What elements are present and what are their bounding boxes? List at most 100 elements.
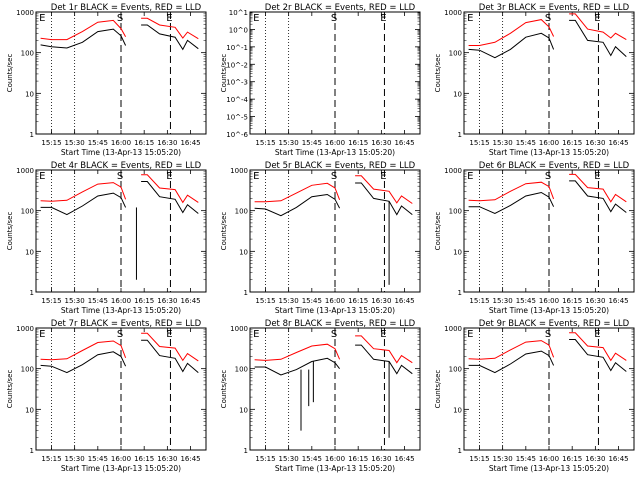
y-tick-label: 10^-5	[226, 114, 248, 122]
x-tick-label: 16:00	[539, 297, 559, 305]
y-tick-label: 1000	[444, 167, 462, 175]
panel-title: Det 2r BLACK = Events, RED = LLD	[265, 3, 416, 13]
marker-s-label: S	[331, 13, 337, 24]
marker-e-label: E	[166, 171, 172, 182]
y-tick-label: 100	[21, 208, 34, 216]
y-tick-label: 1	[458, 289, 462, 297]
y-tick-label: 10	[25, 90, 34, 98]
y-axis-label: Counts/sec	[6, 54, 14, 93]
marker-s-label: S	[117, 171, 123, 182]
x-tick-label: 15:45	[516, 139, 536, 147]
series-events-line	[254, 344, 413, 376]
marker-s-label: S	[117, 329, 123, 340]
marker-e-label: E	[253, 329, 259, 340]
marker-e-label: E	[467, 329, 473, 340]
y-tick-label: 10	[239, 248, 248, 256]
detector-panel-3: Det 3r BLACK = Events, RED = LLD 1 10 100 10…	[434, 3, 635, 157]
x-axis-label: Start Time (13-Apr-13 15:05:20)	[489, 148, 609, 157]
y-axis-label: Counts/sec	[434, 370, 442, 409]
y-tick-label: 1000	[230, 325, 248, 333]
x-tick-label: 15:45	[516, 455, 536, 463]
x-tick-label: 16:45	[180, 297, 200, 305]
detector-panel-8: Det 8r BLACK = Events, RED = LLD 1 10 100 10…	[220, 319, 421, 473]
y-tick-label: 10^-1	[226, 44, 248, 52]
x-tick-label: 16:45	[608, 139, 628, 147]
x-tick-label: 16:30	[157, 139, 177, 147]
x-tick-label: 15:30	[493, 139, 513, 147]
x-axis-label: Start Time (13-Apr-13 15:05:20)	[61, 306, 181, 315]
x-tick-label: 16:30	[585, 139, 605, 147]
x-tick-label: 16:15	[134, 297, 154, 305]
marker-e-label: E	[380, 13, 386, 24]
y-tick-label: 10^-6	[226, 131, 248, 139]
panel-title: Det 3r BLACK = Events, RED = LLD	[479, 3, 630, 13]
y-tick-label: 1000	[444, 9, 462, 17]
y-tick-label: 10^-3	[226, 79, 248, 87]
panel-title: Det 7r BLACK = Events, RED = LLD	[51, 319, 202, 329]
marker-e-label: E	[594, 329, 600, 340]
x-tick-label: 16:15	[134, 139, 154, 147]
detector-panel-5: Det 5r BLACK = Events, RED = LLD 1 10 100 10…	[220, 161, 421, 315]
x-tick-label: 16:00	[325, 455, 345, 463]
x-tick-label: 15:30	[493, 297, 513, 305]
x-tick-label: 16:30	[371, 455, 391, 463]
x-tick-label: 16:00	[539, 139, 559, 147]
y-tick-label: 100	[235, 366, 248, 374]
series-events-line	[40, 24, 199, 51]
x-tick-label: 16:15	[562, 139, 582, 147]
x-tick-label: 16:45	[394, 455, 414, 463]
y-tick-label: 1000	[230, 167, 248, 175]
x-tick-label: 16:15	[348, 139, 368, 147]
marker-e-label: E	[594, 171, 600, 182]
detector-panel-7: Det 7r BLACK = Events, RED = LLD 1 10 100 10…	[6, 319, 207, 473]
x-tick-label: 16:30	[371, 139, 391, 147]
x-tick-label: 16:00	[111, 297, 131, 305]
marker-e-label: E	[253, 171, 259, 182]
marker-e-label: E	[380, 329, 386, 340]
y-tick-label: 10	[239, 406, 248, 414]
series-lld-line	[254, 335, 413, 364]
x-tick-label: 16:00	[539, 455, 559, 463]
y-tick-label: 10	[453, 90, 462, 98]
y-tick-label: 10	[453, 248, 462, 256]
x-tick-label: 15:15	[469, 297, 489, 305]
x-tick-label: 16:15	[348, 455, 368, 463]
panel-title: Det 6r BLACK = Events, RED = LLD	[479, 161, 630, 171]
x-tick-label: 16:30	[157, 455, 177, 463]
x-tick-label: 15:45	[302, 139, 322, 147]
detector-panel-9: Det 9r BLACK = Events, RED = LLD 1 10 100 10…	[434, 319, 635, 473]
x-tick-label: 15:15	[255, 139, 275, 147]
x-tick-label: 15:45	[302, 455, 322, 463]
y-tick-label: 10	[453, 406, 462, 414]
series-events-line	[40, 339, 199, 374]
x-tick-label: 15:45	[516, 297, 536, 305]
y-tick-label: 1000	[16, 167, 34, 175]
series-lld-line	[468, 173, 627, 203]
marker-e-label: E	[380, 171, 386, 182]
panel-title: Det 4r BLACK = Events, RED = LLD	[51, 161, 202, 171]
y-tick-label: 10^1	[229, 9, 248, 17]
marker-s-label: S	[545, 13, 551, 24]
panel-title: Det 9r BLACK = Events, RED = LLD	[479, 319, 630, 329]
y-tick-label: 1000	[16, 325, 34, 333]
x-tick-label: 16:00	[325, 297, 345, 305]
series-lld-line	[468, 332, 627, 362]
x-tick-label: 16:00	[325, 139, 345, 147]
y-tick-label: 100	[449, 366, 462, 374]
x-axis-label: Start Time (13-Apr-13 15:05:20)	[61, 148, 181, 157]
x-tick-label: 15:15	[255, 297, 275, 305]
x-tick-label: 15:45	[88, 455, 108, 463]
y-axis-label: Counts/sec	[6, 212, 14, 251]
marker-e-label: E	[166, 329, 172, 340]
panel-title: Det 8r BLACK = Events, RED = LLD	[265, 319, 416, 329]
x-tick-label: 15:15	[41, 297, 61, 305]
x-tick-label: 15:30	[65, 297, 85, 305]
marker-s-label: S	[331, 329, 337, 340]
x-tick-label: 16:00	[111, 455, 131, 463]
y-axis-label: Counts/sec	[220, 370, 228, 409]
marker-s-label: S	[545, 329, 551, 340]
marker-s-label: S	[117, 13, 123, 24]
y-tick-label: 10	[25, 406, 34, 414]
x-tick-label: 15:15	[469, 455, 489, 463]
series-lld-line	[40, 332, 199, 362]
